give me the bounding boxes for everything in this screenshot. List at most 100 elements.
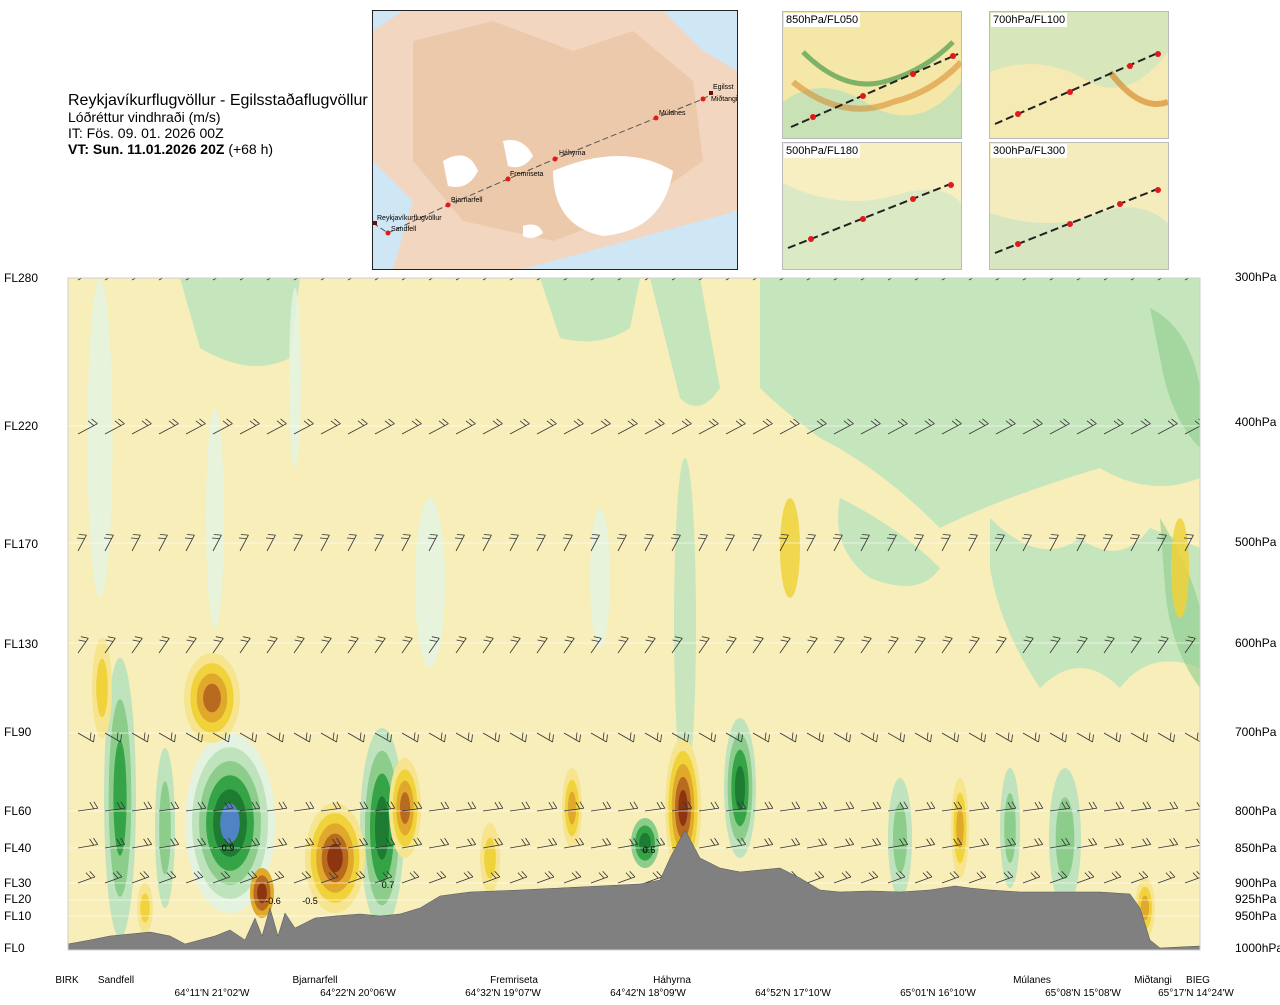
wind-barb (239, 801, 261, 812)
wind-barb (212, 418, 233, 435)
wind-barb (1184, 802, 1200, 812)
coordinate-label: 64°52'N 17°10'W (755, 988, 831, 999)
wind-barb (238, 534, 249, 552)
wind-barb (590, 636, 602, 654)
wind-barb (563, 418, 584, 435)
wind-barb (212, 732, 230, 743)
wind-barb (536, 837, 558, 849)
wind-streak (415, 498, 445, 668)
wind-barb (401, 418, 422, 435)
wind-barb (374, 801, 396, 812)
wind-barb (563, 871, 582, 884)
level-map-500: 500hPa/FL180 (782, 142, 962, 270)
wind-barb (239, 837, 261, 849)
station-label: Sandfell (97, 975, 135, 986)
wind-barb (428, 418, 449, 435)
wind-barb (1157, 418, 1178, 435)
wind-barb (508, 534, 519, 552)
wind-barb (185, 871, 204, 884)
wind-barb (968, 801, 990, 812)
station-label: BIEG (1186, 975, 1210, 986)
wind-barb (482, 871, 501, 884)
wind-barb (347, 732, 365, 743)
value-annotation: -0.5 (302, 896, 318, 906)
wind-barb (1157, 732, 1175, 743)
wind-barb (455, 837, 477, 849)
wind-barb (211, 534, 222, 552)
wind-streak (590, 508, 610, 648)
coordinate-label: 64°32'N 19°07'W (465, 988, 541, 999)
convective-cell (159, 781, 171, 875)
wind-barb (374, 636, 386, 654)
wind-barb (266, 837, 288, 849)
wind-barb (509, 418, 530, 435)
wind-streak (1171, 518, 1189, 618)
wind-barb (1022, 837, 1044, 849)
wind-barb (914, 636, 926, 654)
map-label-birk: Reykjavíkurflugvöllur (377, 215, 442, 222)
wind-barb (724, 534, 735, 552)
level-map-graphic (783, 12, 961, 138)
wind-barb (239, 732, 257, 743)
wind-barb (184, 534, 195, 552)
wind-barb (509, 871, 528, 884)
wind-barb (374, 732, 392, 743)
valid-time-offset: (+68 h) (228, 141, 274, 157)
wind-barb (1022, 801, 1044, 812)
wind-barb (1184, 838, 1200, 849)
wind-barb (671, 801, 693, 812)
value-annotation: 0.7 (382, 880, 395, 890)
wind-barb (77, 871, 96, 884)
value-annotation: -0.6 (265, 896, 281, 906)
wind-barb (887, 801, 909, 812)
fl-label: FL170 (4, 537, 39, 551)
wind-barb (428, 871, 447, 884)
fl-label: FL20 (4, 892, 32, 906)
hpa-label: 700hPa (1235, 725, 1277, 739)
coordinate-label: 64°22'N 20°06'W (320, 988, 396, 999)
station-dot (445, 202, 451, 208)
wind-barb (859, 534, 870, 552)
wind-barb (995, 871, 1014, 884)
hpa-label: 400hPa (1235, 415, 1277, 429)
wind-barb (77, 636, 89, 654)
wind-barb (967, 534, 978, 552)
wind-barb (1021, 534, 1032, 552)
route-map-graphic: Reykjavíkurflugvöllur Sandfell Bjarnarfe… (373, 11, 737, 269)
wind-barb (833, 801, 855, 812)
wind-barb (698, 418, 719, 435)
wind-barb (131, 732, 149, 743)
wind-barb (266, 636, 278, 654)
wind-barb (1183, 534, 1194, 552)
wind-barb (104, 837, 126, 849)
wind-barb (887, 636, 899, 654)
wind-barb (941, 801, 963, 812)
title-block: Reykjavíkurflugvöllur - Egilsstaðaflugvö… (68, 93, 368, 158)
value-annotation: 0.6 (643, 845, 656, 855)
wind-barb (185, 418, 206, 435)
wind-barb (212, 871, 231, 884)
wind-barb (482, 636, 494, 654)
wind-barb (590, 801, 612, 812)
station-dot (700, 96, 706, 102)
level-map-label: 850hPa/FL050 (784, 13, 861, 27)
wind-barb (347, 801, 369, 812)
plot-area (68, 278, 1200, 950)
wind-barb (428, 837, 450, 849)
wind-barb (1157, 837, 1179, 849)
wind-barb (995, 732, 1013, 743)
convective-cell (1055, 797, 1075, 879)
fl-label: FL40 (4, 841, 32, 855)
convective-cell (734, 765, 746, 811)
wind-barb (1049, 636, 1061, 654)
wind-barb (1076, 732, 1094, 743)
wind-barb (913, 534, 924, 552)
valid-time: VT: Sun. 11.01.2026 20Z (+68 h) (68, 141, 368, 157)
wind-barb (509, 636, 521, 654)
wind-barb (914, 837, 936, 849)
wind-barb (239, 636, 251, 654)
wind-barb (1022, 636, 1034, 654)
wind-barb (1184, 871, 1200, 884)
wind-barb (374, 418, 395, 435)
fl-label: FL30 (4, 876, 32, 890)
